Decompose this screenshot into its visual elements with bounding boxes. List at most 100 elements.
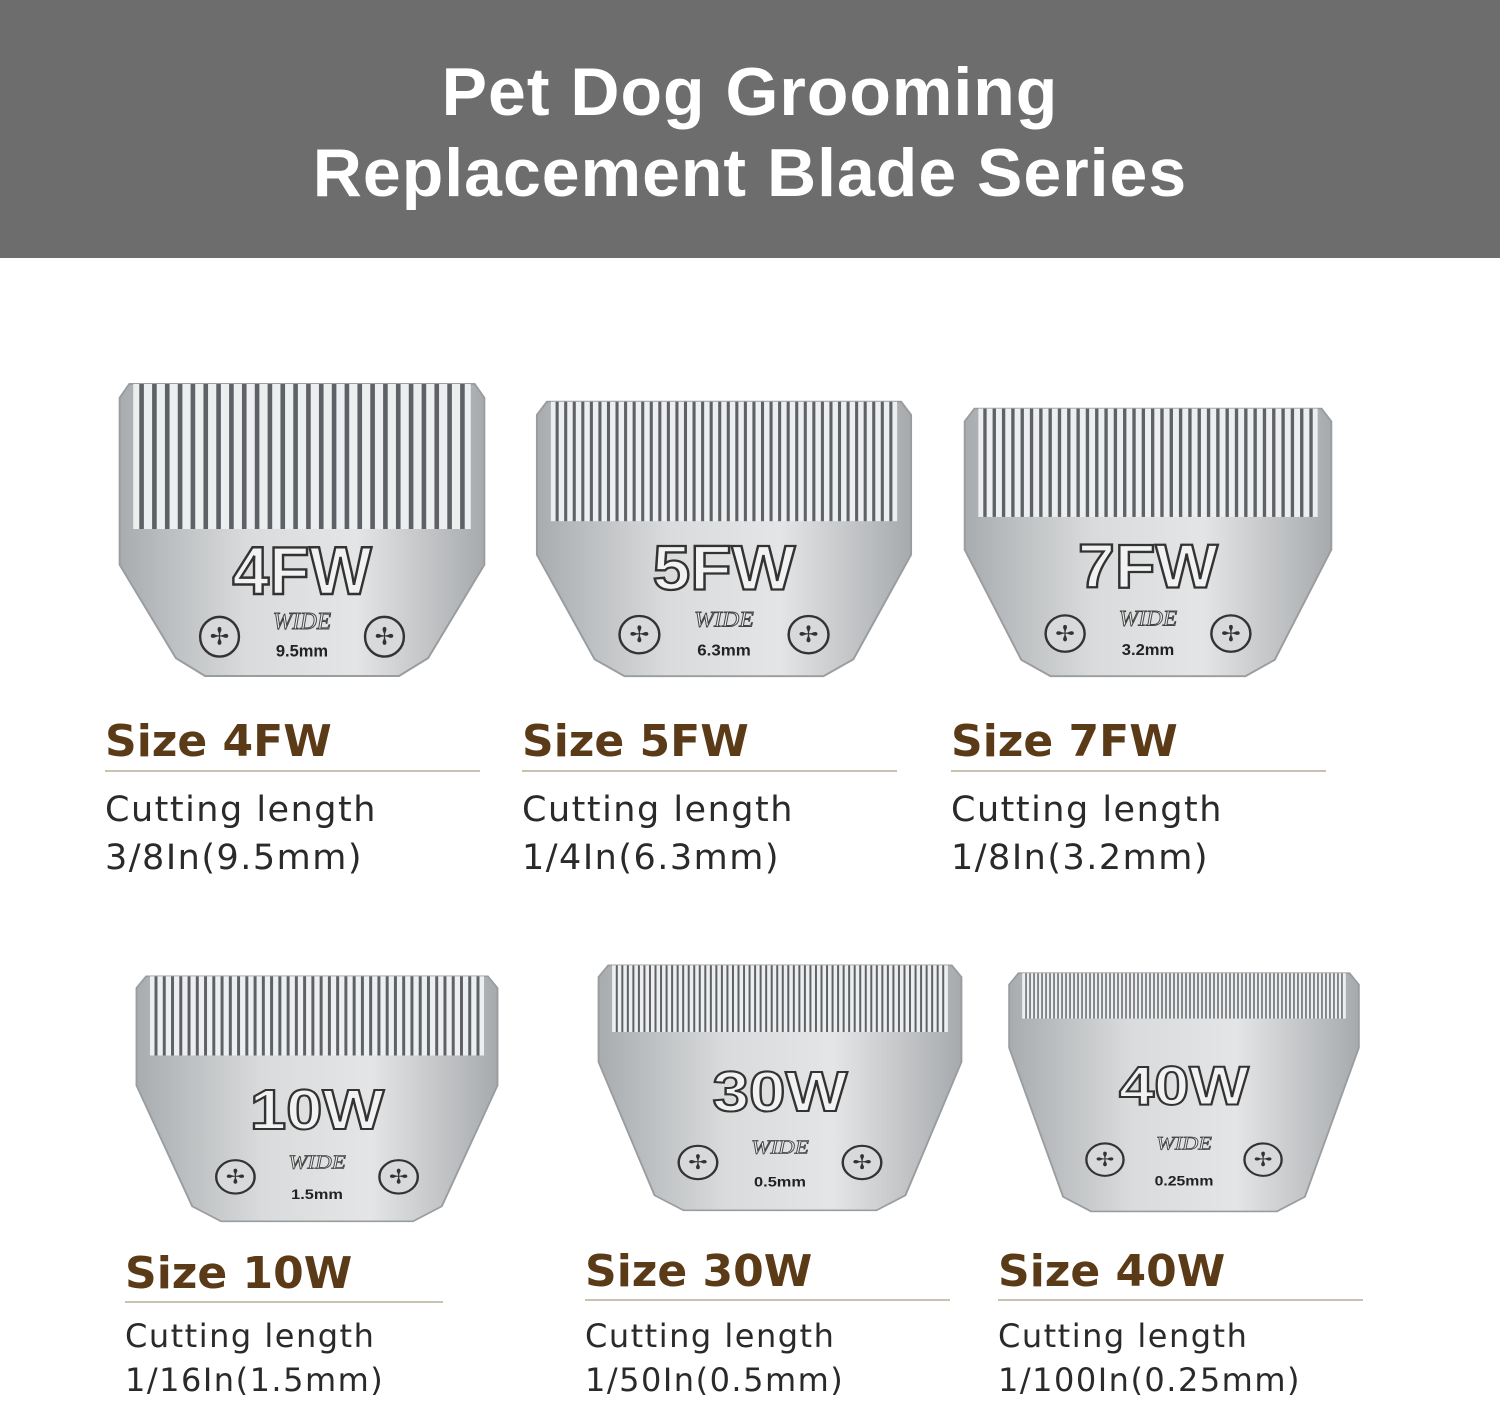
blade-tooth <box>319 976 323 1056</box>
blade-tooth <box>1093 973 1095 1019</box>
blade-tooth <box>187 976 191 1056</box>
blade-tooth <box>692 401 696 522</box>
blade-engraved-code: 40W <box>1119 1054 1249 1116</box>
blade-tooth <box>1237 973 1239 1019</box>
blade-engraved-wide: WIDE <box>751 1136 809 1158</box>
blade-tooth <box>624 401 628 522</box>
blade-tooth <box>889 401 893 522</box>
blade-tooth <box>803 965 806 1032</box>
blade-image: 10W WIDE 1.5mm ✢ ✢ <box>125 973 509 1223</box>
blade-tooth <box>1245 973 1247 1019</box>
blade-tooth <box>369 976 373 1056</box>
blade-tooth <box>1225 408 1229 517</box>
blade-tooth <box>1141 973 1143 1019</box>
blade-tooth <box>776 965 779 1032</box>
cutting-length-label: Cutting length <box>998 1317 1249 1355</box>
blade-tooth <box>1216 408 1220 517</box>
blade-tooth <box>278 976 282 1056</box>
blade-tooth <box>331 383 337 529</box>
blade-tooth <box>641 401 645 522</box>
blade-tooth <box>1197 408 1201 517</box>
blade-tooth <box>443 976 447 1056</box>
blade-tooth <box>872 401 876 522</box>
blade-tooth <box>468 976 472 1056</box>
blade-tooth <box>1125 973 1127 1019</box>
blade-tooth <box>212 976 216 1056</box>
blade-tooth <box>1193 973 1195 1019</box>
blade-tooth <box>737 965 740 1032</box>
blade-tooth <box>1285 973 1287 1019</box>
blade-tooth <box>787 965 790 1032</box>
blade-tooth <box>564 401 568 522</box>
cutting-length-value: 1/16In(1.5mm) <box>125 1361 385 1399</box>
blade-tooth <box>682 965 685 1032</box>
blade-engraved-mm: 1.5mm <box>291 1187 343 1203</box>
blade-tooth <box>720 965 723 1032</box>
cutting-length-value: 1/4In(6.3mm) <box>522 838 780 878</box>
blade-tooth <box>1001 408 1006 517</box>
blade-tooth <box>1225 973 1227 1019</box>
blade-tooth <box>1101 973 1103 1019</box>
blade-tooth <box>318 383 324 529</box>
blade-tooth <box>1132 408 1136 517</box>
blade-tooth <box>154 976 158 1056</box>
blade-tooth <box>1201 973 1203 1019</box>
blade-tooth <box>572 401 576 522</box>
size-label: Size 40W <box>998 1246 1226 1297</box>
blade-tooth <box>336 976 340 1056</box>
blade-tooth <box>1217 973 1219 1019</box>
blade-tooth <box>1039 408 1043 517</box>
blade-tooth <box>1025 973 1027 1019</box>
blade-tooth <box>1241 973 1243 1019</box>
blade-tooth <box>1257 973 1259 1019</box>
svg-text:✢: ✢ <box>1055 622 1075 647</box>
blade-tooth <box>1321 973 1323 1019</box>
blade-tooth <box>632 401 636 522</box>
blade-tooth <box>675 401 679 522</box>
blade-tooth <box>1033 973 1035 1019</box>
blade-tooth <box>748 965 751 1032</box>
blade-tooth <box>327 976 331 1056</box>
blade-tooth <box>476 976 480 1056</box>
blade-tooth <box>660 965 663 1032</box>
blade-tooth <box>1269 973 1271 1019</box>
blade-tooth <box>942 965 945 1032</box>
blade-tooth <box>1300 408 1304 517</box>
blade-tooth <box>280 383 286 529</box>
blade-tooth <box>1309 408 1313 517</box>
blade-tooth <box>846 401 850 522</box>
blade-tooth <box>1045 973 1047 1019</box>
blade-tooth <box>770 965 773 1032</box>
screw-icon: ✢ <box>677 1144 719 1181</box>
blade-tooth <box>1067 408 1071 517</box>
blade-tooth <box>311 976 315 1056</box>
cutting-length-value: 3/8In(9.5mm) <box>105 838 363 878</box>
blade-tooth <box>792 965 795 1032</box>
blade-tooth <box>853 965 856 1032</box>
cutting-length-label: Cutting length <box>125 1317 376 1355</box>
blade-tooth <box>1113 408 1118 517</box>
blade-tooth <box>1289 973 1291 1019</box>
svg-text:✢: ✢ <box>1221 622 1241 647</box>
blade-tooth <box>1104 408 1108 517</box>
blade-tooth <box>925 965 928 1032</box>
blade-tooth <box>395 383 401 529</box>
size-label: Size 10W <box>125 1248 353 1299</box>
blade-tooth <box>637 965 640 1032</box>
blade-tooth <box>855 401 859 522</box>
blade-tooth <box>426 976 430 1056</box>
blade-tooth <box>377 976 381 1056</box>
blade-tooth <box>701 401 705 522</box>
blade-tooth <box>649 401 653 522</box>
blade-tooth <box>1150 408 1155 517</box>
blade-tooth <box>920 965 923 1032</box>
screw-icon: ✢ <box>841 1144 883 1181</box>
blade-tooth <box>1097 973 1099 1019</box>
blade-tooth <box>460 383 465 529</box>
size-label: Size 4FW <box>105 716 332 767</box>
blade-tooth <box>683 401 688 522</box>
svg-text:✢: ✢ <box>799 623 819 648</box>
blade-tooth <box>1178 408 1183 517</box>
screw-icon: ✢ <box>618 614 661 655</box>
blade-tooth <box>909 965 912 1032</box>
